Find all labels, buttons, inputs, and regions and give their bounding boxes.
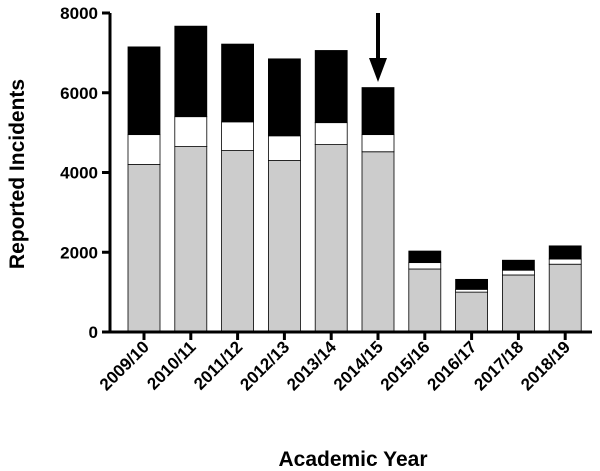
x-tick-label: 2015/16 xyxy=(377,337,434,394)
bar-segment xyxy=(267,160,301,333)
bar-segment xyxy=(501,274,535,333)
bar-segment xyxy=(361,134,395,153)
annotations-group xyxy=(369,13,387,82)
x-tick-label: 2009/10 xyxy=(96,337,153,394)
bar-segment xyxy=(361,151,395,333)
y-axis-ticks: 0 2000 4000 6000 8000 xyxy=(60,4,110,342)
bar-segment xyxy=(455,288,489,293)
bar-segment xyxy=(548,245,582,260)
bar-segment xyxy=(267,58,301,137)
x-tick-label: 2016/17 xyxy=(424,337,481,394)
bar-segment xyxy=(221,150,255,333)
bar-segment xyxy=(408,268,442,333)
y-tick-label: 4000 xyxy=(60,164,98,183)
bar-segment xyxy=(314,144,348,333)
bar-segment xyxy=(361,87,395,136)
bar-segment xyxy=(221,121,255,151)
x-tick-label: 2010/11 xyxy=(143,337,199,393)
y-axis-title: Reported Incidents xyxy=(6,79,29,269)
bar-segment xyxy=(548,263,582,333)
bar-segment xyxy=(455,278,489,290)
bar-segment xyxy=(408,250,442,264)
y-tick-label: 8000 xyxy=(60,4,98,23)
bar-segment xyxy=(501,269,535,276)
bar-segment xyxy=(548,258,582,265)
x-tick-label: 2011/12 xyxy=(190,337,246,393)
bar-segment xyxy=(267,135,301,161)
bar-segment xyxy=(127,46,161,136)
x-tick-label: 2012/13 xyxy=(236,337,293,394)
x-tick-label: 2018/19 xyxy=(517,337,574,394)
bar-segment xyxy=(455,291,489,333)
x-axis-title: Academic Year xyxy=(278,448,427,471)
bar-segment xyxy=(314,50,348,124)
bar-segment xyxy=(174,25,208,118)
bar-segment xyxy=(408,262,442,270)
x-tick-label: 2017/18 xyxy=(470,337,527,394)
x-tick-label: 2014/15 xyxy=(330,337,387,394)
x-tick-label: 2013/14 xyxy=(283,337,340,394)
bar-segment xyxy=(314,122,348,145)
y-tick-label: 6000 xyxy=(60,84,98,103)
x-axis-ticks: 2009/102010/112011/122012/132013/142014/… xyxy=(96,332,574,394)
bar-segment xyxy=(174,146,208,333)
y-tick-label: 0 xyxy=(89,323,98,342)
bar-segment xyxy=(501,259,535,271)
bar-segment xyxy=(174,116,208,147)
bar-segment xyxy=(127,164,161,333)
bar-segment xyxy=(127,134,161,165)
annotation-arrow-head xyxy=(369,58,387,82)
bar-segment xyxy=(221,43,255,123)
bars-group xyxy=(127,25,582,333)
y-tick-label: 2000 xyxy=(60,243,98,262)
